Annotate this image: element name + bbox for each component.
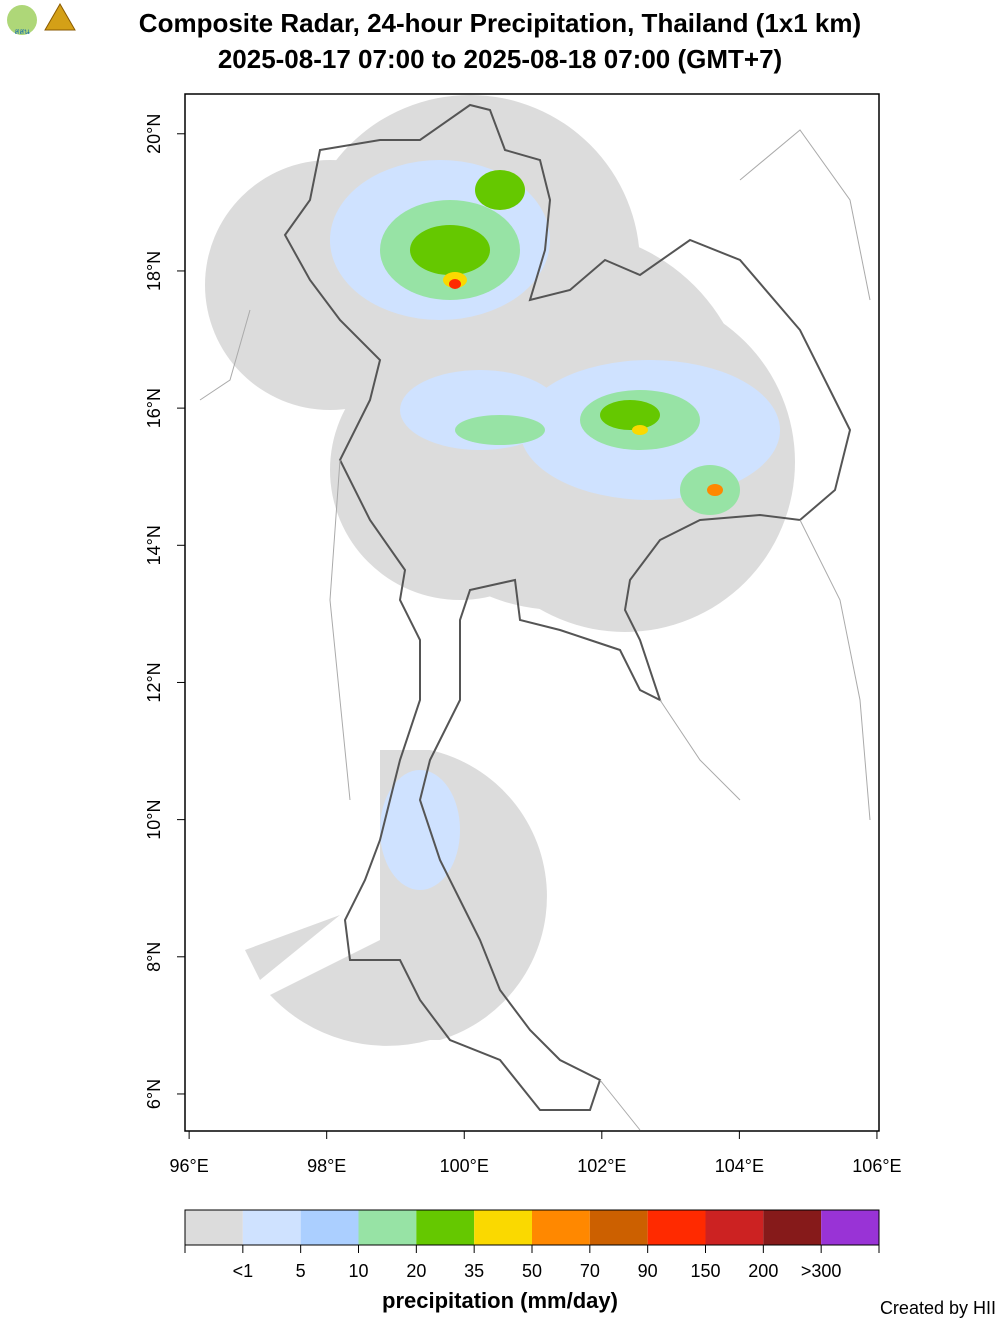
- title: Composite Radar, 24-hour Precipitation, …: [139, 8, 861, 38]
- legend-swatch: [705, 1210, 764, 1245]
- legend-swatch: [416, 1210, 475, 1245]
- y-tick-label: 20°N: [144, 114, 164, 154]
- legend-swatch: [358, 1210, 417, 1245]
- x-tick-label: 104°E: [715, 1156, 764, 1176]
- x-tick-label: 102°E: [577, 1156, 626, 1176]
- legend-label: 10: [348, 1261, 368, 1281]
- legend-swatch: [242, 1210, 301, 1245]
- y-tick-label: 16°N: [144, 388, 164, 428]
- legend-label: >300: [801, 1261, 842, 1281]
- x-tick-label: 100°E: [440, 1156, 489, 1176]
- subtitle: 2025-08-17 07:00 to 2025-08-18 07:00 (GM…: [218, 44, 782, 74]
- legend-swatch: [763, 1210, 822, 1245]
- y-tick-label: 10°N: [144, 800, 164, 840]
- x-tick-label: 106°E: [852, 1156, 901, 1176]
- legend-label: 20: [406, 1261, 426, 1281]
- country-border: [283, 103, 852, 1111]
- map: [199, 95, 871, 1131]
- legend-swatch: [300, 1210, 359, 1245]
- legend-label: 90: [638, 1261, 658, 1281]
- legend-swatch: [589, 1210, 648, 1245]
- legend-swatch: [821, 1210, 879, 1245]
- x-tick-label: 98°E: [307, 1156, 346, 1176]
- legend-title: precipitation (mm/day): [382, 1288, 618, 1313]
- legend-label: 200: [748, 1261, 778, 1281]
- legend-label: <1: [233, 1261, 254, 1281]
- y-tick-label: 14°N: [144, 525, 164, 565]
- legend-swatch: [532, 1210, 590, 1245]
- map-frame: [184, 93, 880, 1132]
- legend-swatch: [474, 1210, 532, 1245]
- credit: Created by HII: [880, 1298, 996, 1318]
- y-tick-label: 18°N: [144, 251, 164, 291]
- rain: [330, 160, 780, 890]
- legend-label: 70: [580, 1261, 600, 1281]
- legend-label: 5: [296, 1261, 306, 1281]
- logo-text: สสน: [14, 27, 30, 36]
- legend-label: 50: [522, 1261, 542, 1281]
- legend-label: 35: [464, 1261, 484, 1281]
- y-tick-label: 6°N: [144, 1079, 164, 1109]
- y-tick-label: 8°N: [144, 942, 164, 972]
- legend-swatch: [185, 1210, 243, 1245]
- legend-swatch: [647, 1210, 706, 1245]
- y-tick-label: 12°N: [144, 662, 164, 702]
- x-tick-label: 96°E: [170, 1156, 209, 1176]
- legend-label: 150: [690, 1261, 720, 1281]
- neighbor-border: [199, 129, 871, 1131]
- logo: สสน: [7, 2, 76, 36]
